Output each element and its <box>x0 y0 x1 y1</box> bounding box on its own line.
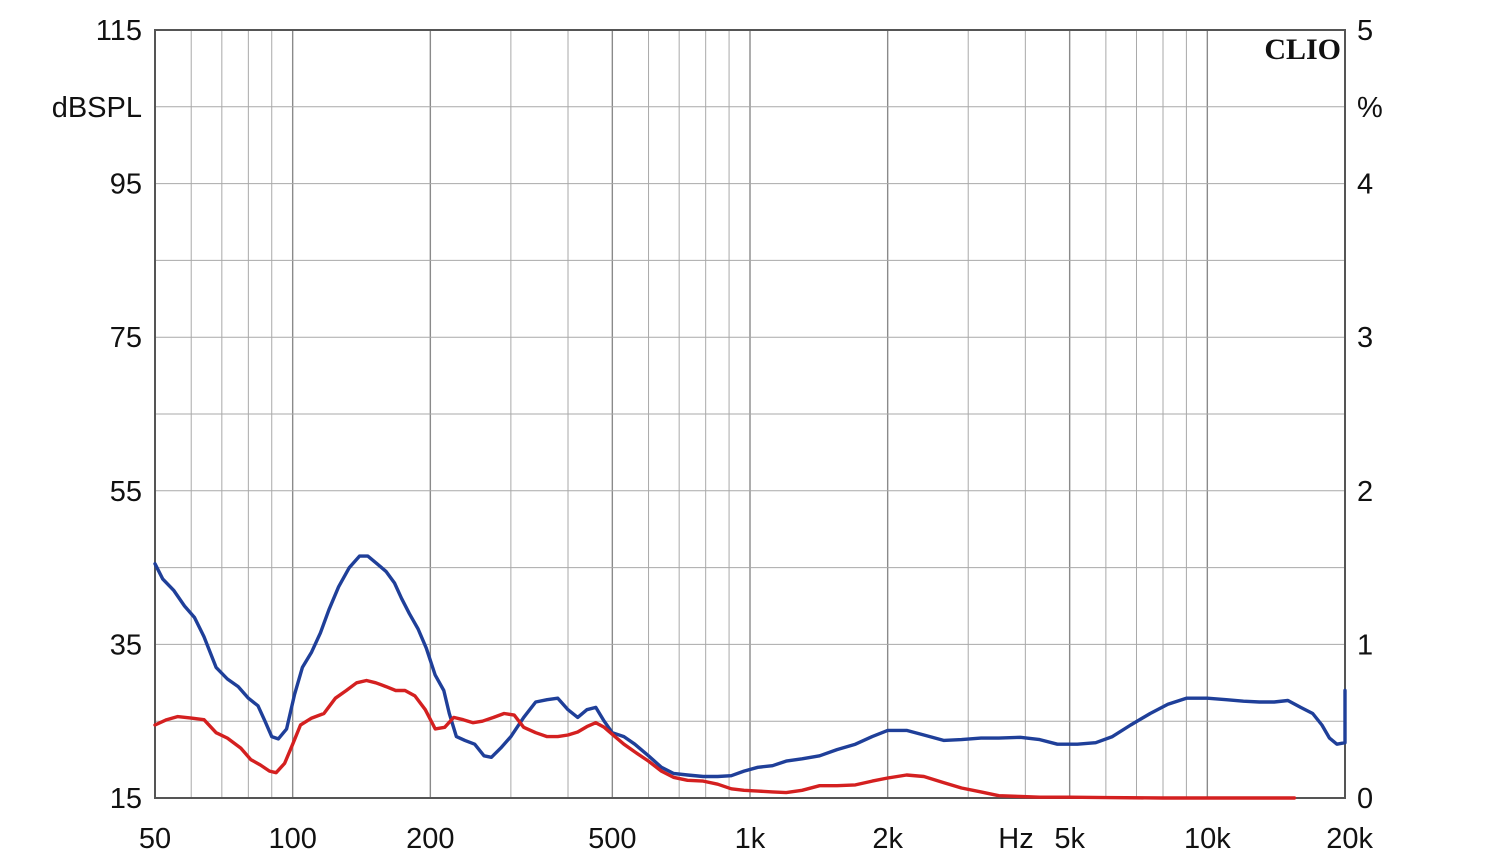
right-y-tick-label: 4 <box>1357 169 1373 201</box>
left-y-tick-label: 95 <box>110 169 142 201</box>
series-layer <box>153 554 1347 800</box>
x-tick-label: 10k <box>1184 823 1231 855</box>
x-axis-unit: Hz <box>998 823 1033 855</box>
clio-logo: CLIO <box>1264 33 1341 66</box>
x-axis: 50 100 200 500 1k 2k 5k 10k 20k <box>139 823 1374 855</box>
series-line-blue <box>153 554 1347 779</box>
right-y-tick-label: 1 <box>1357 629 1373 661</box>
right-y-tick-label: 5 <box>1357 15 1373 47</box>
grid <box>155 30 1345 798</box>
right-y-tick-label: 0 <box>1357 783 1373 815</box>
right-y-tick-label: 3 <box>1357 322 1373 354</box>
left-y-tick-label: 115 <box>96 15 142 47</box>
left-axis-unit: dBSPL <box>52 92 142 124</box>
x-tick-label: 100 <box>268 823 316 855</box>
x-tick-label: 200 <box>406 823 454 855</box>
series-line-red <box>153 678 1297 800</box>
x-tick-label: 50 <box>139 823 171 855</box>
right-y-tick-label: 2 <box>1357 476 1373 508</box>
right-y-axis: 0 1 2 3 4 5 <box>1357 15 1373 815</box>
right-axis-unit: % <box>1357 92 1383 124</box>
x-tick-label: 20k <box>1326 823 1373 855</box>
x-tick-label: 5k <box>1054 823 1085 855</box>
x-tick-label: 1k <box>735 823 766 855</box>
left-y-tick-label: 75 <box>110 322 142 354</box>
left-y-tick-label: 55 <box>110 476 142 508</box>
left-y-tick-label: 15 <box>110 783 142 815</box>
left-y-tick-label: 35 <box>110 629 142 661</box>
left-y-axis: 15 35 55 75 95 115 <box>96 15 142 815</box>
x-tick-label: 500 <box>588 823 636 855</box>
plot-frame <box>154 29 1346 799</box>
x-tick-label: 2k <box>872 823 903 855</box>
